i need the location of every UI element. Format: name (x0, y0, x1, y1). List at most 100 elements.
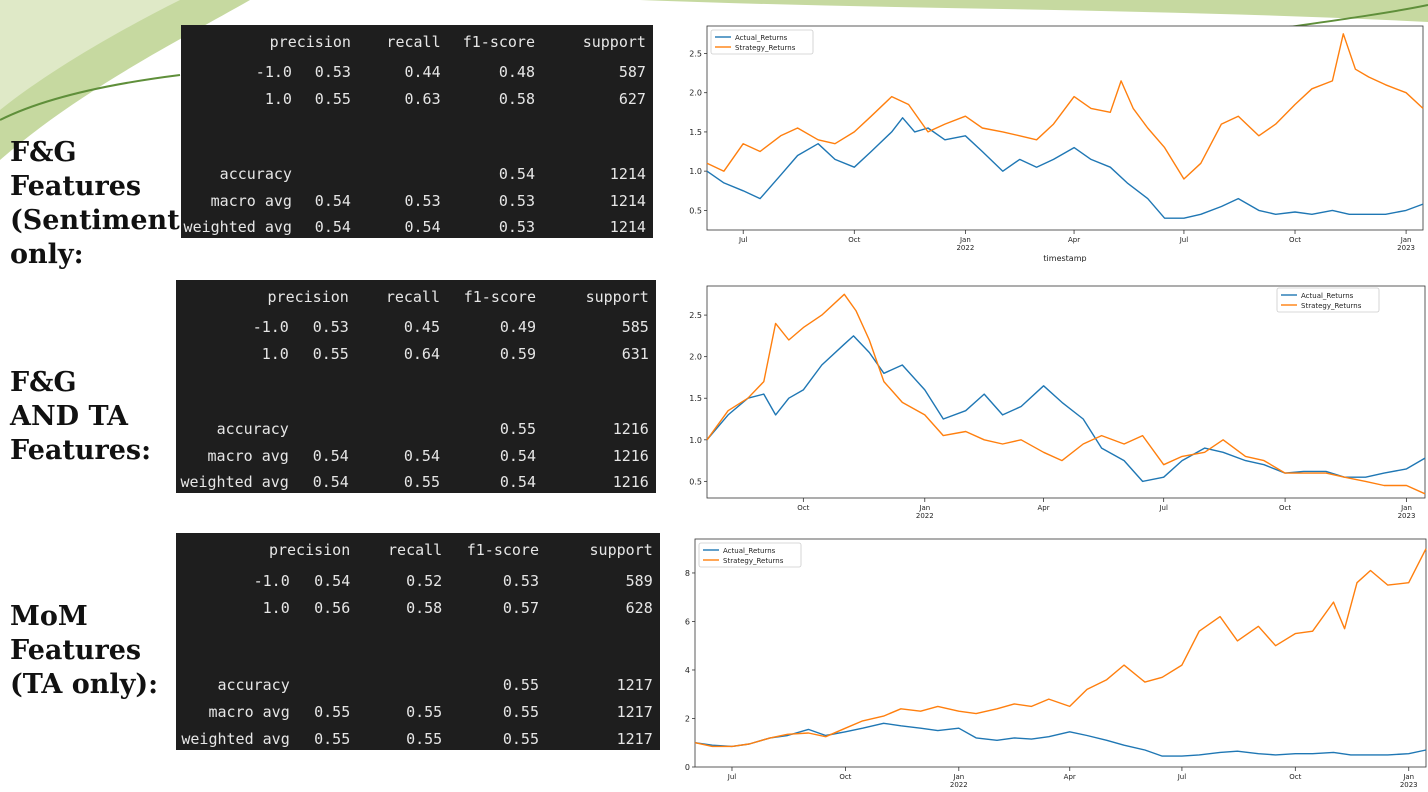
report-row-label: 1.0 (261, 344, 289, 363)
report-row-label: macro avg (210, 191, 292, 210)
report-row-label: -1.0 (252, 317, 289, 336)
report-cell-precision: 0.55 (314, 89, 351, 108)
y-tick-label: 0 (685, 763, 690, 772)
report-header: support (585, 288, 649, 307)
report-cell-recall: 0.63 (404, 89, 441, 108)
report-cell-precision: 0.54 (314, 571, 351, 590)
legend-label: Strategy_Returns (735, 44, 796, 52)
x-tick-label: Jul (1177, 773, 1187, 781)
report-header: recall (388, 541, 443, 560)
report-cell-recall: 0.55 (403, 473, 440, 492)
report-cell-recall: 0.53 (404, 191, 441, 210)
report-cell-f1: 0.59 (499, 344, 536, 363)
report-cell-precision: 0.55 (314, 703, 351, 722)
report-cell-support: 1214 (609, 218, 646, 237)
report-cell-support: 589 (625, 571, 653, 590)
report-cell-support: 1217 (616, 730, 653, 749)
report-header: f1-score (466, 541, 539, 560)
y-tick-label: 2.5 (689, 49, 702, 58)
x-tick-label: Oct (1289, 773, 1301, 781)
green-swoosh-top (640, 0, 1428, 22)
section-label-fg-ta: F&G AND TA Features: (10, 367, 152, 466)
report-cell-support: 1216 (612, 446, 649, 465)
report-cell-f1: 0.58 (498, 89, 535, 108)
report-cell-precision: 0.54 (312, 446, 349, 465)
x-tick-label: Jul (1158, 504, 1168, 512)
report-cell-support: 1214 (609, 165, 646, 184)
x-tick-label: Oct (1279, 504, 1291, 512)
series-line-actual-returns (706, 335, 1426, 483)
legend-box (1276, 287, 1380, 313)
x-tick-label: Apr (1038, 504, 1050, 512)
x-tick-label: 2022 (916, 512, 934, 518)
classification-report-fg-sentiment: precision recall f1-score support -1.0 0.53 0.… (181, 25, 653, 238)
section-label-mom-ta: MoM Features (TA only): (10, 601, 159, 700)
x-tick-label: 2022 (956, 244, 974, 252)
y-tick-label: 2.0 (689, 353, 702, 362)
report-row-label: weighted avg (180, 473, 289, 492)
report-row-label: accuracy (216, 420, 289, 439)
report-row-label: 1.0 (264, 89, 292, 108)
legend-label: Strategy_Returns (1301, 302, 1362, 310)
report-cell-support: 1217 (616, 675, 653, 694)
report-cell-support: 587 (618, 62, 646, 81)
report-cell-f1: 0.54 (499, 446, 536, 465)
report-cell-support: 1217 (616, 703, 653, 722)
legend-box (710, 29, 814, 55)
x-axis-label: timestamp (1043, 254, 1086, 262)
x-tick-label: Oct (1289, 236, 1301, 244)
report-header: recall (386, 33, 441, 52)
report-header: support (589, 541, 653, 560)
report-cell-f1: 0.55 (499, 420, 536, 439)
x-tick-label: 2023 (1397, 244, 1415, 252)
x-tick-label: Jan (959, 236, 971, 244)
x-tick-label: Jan (1402, 773, 1414, 781)
report-cell-f1: 0.53 (502, 571, 539, 590)
report-cell-recall: 0.52 (406, 571, 443, 590)
report-cell-support: 631 (621, 344, 649, 363)
section-label-fg-sentiment: F&G Features (Sentiment only: (10, 137, 180, 270)
y-tick-label: 8 (685, 569, 690, 578)
report-cell-support: 628 (625, 598, 653, 617)
report-cell-recall: 0.45 (403, 317, 440, 336)
series-line-strategy-returns (706, 33, 1424, 180)
report-row-label: -1.0 (255, 62, 292, 81)
report-cell-recall: 0.64 (403, 344, 440, 363)
report-cell-precision: 0.53 (312, 317, 349, 336)
x-tick-label: 2022 (950, 781, 968, 789)
x-tick-label: Jan (1400, 504, 1412, 512)
report-cell-support: 1216 (612, 420, 649, 439)
report-cell-precision: 0.55 (312, 344, 349, 363)
x-tick-label: Apr (1064, 773, 1076, 781)
report-header: support (582, 33, 646, 52)
series-line-strategy-returns (706, 293, 1426, 495)
plot-area (706, 285, 1426, 499)
report-cell-f1: 0.53 (498, 191, 535, 210)
x-tick-label: Oct (848, 236, 860, 244)
report-cell-f1: 0.54 (499, 473, 536, 492)
report-cell-recall: 0.58 (406, 598, 443, 617)
x-tick-label: Oct (839, 773, 851, 781)
report-cell-support: 627 (618, 89, 646, 108)
report-cell-recall: 0.55 (406, 730, 443, 749)
report-header: precision (269, 33, 351, 52)
report-cell-f1: 0.55 (502, 675, 539, 694)
classification-report-fg-ta: precision recall f1-score support -1.0 0.53 0.… (176, 280, 656, 493)
y-tick-label: 0.5 (689, 477, 702, 486)
legend-label: Actual_Returns (723, 547, 776, 555)
report-header: f1-score (462, 33, 535, 52)
report-cell-support: 1216 (612, 473, 649, 492)
report-cell-recall: 0.54 (403, 446, 440, 465)
report-cell-precision: 0.56 (314, 598, 351, 617)
series-line-strategy-returns (694, 548, 1427, 748)
report-header: precision (267, 288, 349, 307)
report-row-label: -1.0 (253, 571, 290, 590)
x-tick-label: Apr (1068, 236, 1080, 244)
report-cell-f1: 0.57 (502, 598, 539, 617)
report-cell-support: 1214 (609, 191, 646, 210)
report-row-label: macro avg (207, 446, 289, 465)
plot-area (694, 538, 1427, 768)
legend-label: Actual_Returns (735, 34, 788, 42)
